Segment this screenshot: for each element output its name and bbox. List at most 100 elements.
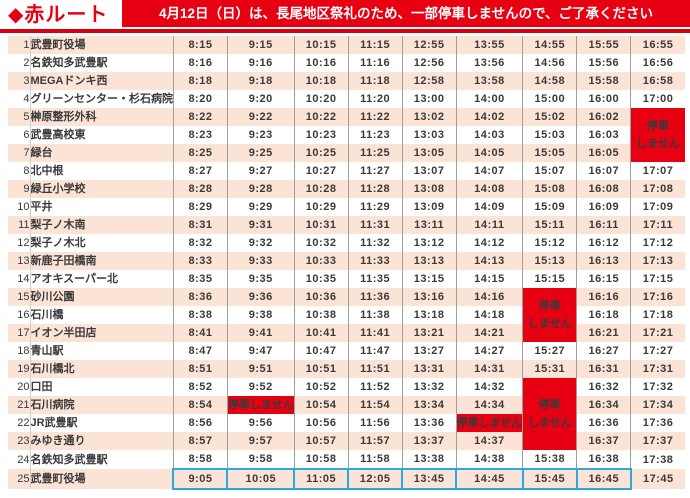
time-cell: 10:54: [293, 396, 349, 414]
time-cell: 12:05: [347, 468, 404, 490]
stop-name: 緑丘小学校: [29, 180, 174, 198]
table-row: 5 榊原整形外科 8:22 9:22 10:22 11:22 13:02 14:02 15:02…: [8, 108, 685, 162]
stop-number: 12: [8, 234, 30, 252]
time-cell: 13:34: [401, 396, 457, 414]
time-cell: 17:21: [630, 324, 685, 342]
time-cell: 13:27: [401, 342, 457, 360]
time-cell: 8:32: [172, 234, 228, 252]
festival-notice-banner: 4月12日（日）は、長尾地区祭礼のため、一部停車しませんので、ご了承ください: [122, 0, 690, 27]
stop-number: 17: [8, 324, 30, 342]
time-cell: 17:15: [630, 270, 685, 288]
table-row: 1 武豊町役場 8:15 9:15 10:15 11:15 12:55 13:55 14:55 1…: [8, 36, 685, 54]
time-cell: 10:52: [293, 378, 349, 396]
time-cell: 11:57: [347, 432, 403, 450]
time-cell: 17:32: [630, 378, 685, 396]
time-cell: 10:29: [293, 198, 349, 216]
time-cell: 16:18: [576, 306, 631, 324]
table-row: 14 アオキスーパー北 8:35 9:35 10:35 11:35 13:15 14:15 15…: [8, 270, 685, 288]
stop-name: 青山駅: [29, 342, 174, 360]
stop-name: 新鹿子田橋南: [29, 252, 174, 270]
stop-name: グリーンセンター・杉石病院: [29, 90, 174, 108]
time-cell: 9:41: [226, 324, 295, 342]
time-cell: 11:20: [347, 90, 403, 108]
time-cell: 14:38: [455, 450, 523, 469]
time-cell: 11:36: [347, 288, 403, 306]
time-cell: 11:58: [347, 450, 403, 469]
time-cell: 13:31: [401, 360, 457, 378]
time-cell: 16:02: [576, 108, 631, 126]
no-stop-cell: 停車しません: [226, 396, 295, 414]
time-cell: 16:55: [630, 36, 685, 54]
stop-name: 武豊高校東: [29, 126, 174, 144]
table-row: 17 イオン半田店 8:41 9:41 10:41 11:41 13:21 14:21 16:2…: [8, 324, 685, 342]
time-cell: 14:56: [522, 54, 577, 72]
time-cell: 13:09: [401, 198, 457, 216]
stop-name: みゆき通り: [29, 432, 174, 450]
time-cell: 9:27: [226, 162, 295, 180]
time-cell: 8:31: [172, 216, 228, 234]
time-cell: 9:20: [226, 90, 295, 108]
time-cell: 12:55: [401, 36, 457, 54]
time-cell: 8:47: [172, 342, 228, 360]
time-cell: 14:21: [455, 324, 523, 342]
stop-name: 榊原整形外科: [29, 108, 174, 126]
time-cell: 10:36: [293, 288, 349, 306]
stop-number: 6: [8, 126, 30, 144]
time-cell: 10:47: [293, 342, 349, 360]
time-cell: 14:18: [455, 306, 523, 324]
time-cell: 9:36: [226, 288, 295, 306]
time-cell: 9:05: [172, 468, 229, 490]
time-cell: 14:16: [455, 288, 523, 306]
time-cell: 11:52: [347, 378, 403, 396]
time-cell: 15:15: [522, 270, 577, 288]
stop-name: 武豊町役場: [29, 469, 174, 489]
time-cell: 8:20: [172, 90, 228, 108]
stop-number: 14: [8, 270, 30, 288]
time-cell: 8:51: [172, 360, 228, 378]
table-row: 15 砂川公園 8:36 9:36 10:36 11:36 13:16 14:16 停車 しません…: [8, 288, 685, 342]
time-cell: 14:08: [455, 180, 523, 198]
stop-number: 7: [8, 144, 30, 162]
time-cell: 10:27: [293, 162, 349, 180]
time-cell: 14:37: [455, 432, 523, 450]
time-cell: 15:12: [522, 234, 577, 252]
table-row: 6 武豊高校東 8:23 9:23 10:23 11:23 13:03 14:03 15:03 1…: [8, 126, 685, 144]
stop-number: 25: [8, 469, 30, 489]
time-cell: 17:16: [630, 288, 685, 306]
time-cell: 8:23: [172, 126, 228, 144]
time-cell: 9:51: [226, 360, 295, 378]
stop-name: 武豊町役場: [29, 36, 174, 54]
time-cell: 16:08: [576, 180, 631, 198]
time-cell: 8:38: [172, 306, 228, 324]
time-cell: 15:38: [522, 450, 577, 469]
time-cell: 14:12: [455, 234, 523, 252]
table-row: 13 新鹿子田橋南 8:33 9:33 10:33 11:33 13:13 14:13 15:1…: [8, 252, 685, 270]
table-row: 25 武豊町役場 9:05 10:05 11:05 12:05 13:45 14:45 15:4…: [8, 468, 685, 490]
stop-number: 19: [8, 360, 30, 378]
no-stop-block: 停車 しません: [522, 288, 577, 342]
page-header: ◆赤ルート 4月12日（日）は、長尾地区祭礼のため、一部停車しませんので、ご了承…: [0, 0, 690, 33]
time-cell: 14:13: [455, 252, 523, 270]
no-stop-block: 停車 しません: [630, 108, 685, 162]
time-cell: 8:57: [172, 432, 228, 450]
time-cell: 16:45: [575, 468, 632, 490]
time-cell: 16:37: [576, 432, 631, 450]
time-cell: 9:52: [226, 378, 295, 396]
stop-number: 4: [8, 90, 30, 108]
time-cell: 16:27: [576, 342, 631, 360]
table-row: 20 口田 8:52 9:52 10:52 11:52 13:32 14:32 停車 しません 16…: [8, 378, 685, 450]
time-cell: 14:00: [455, 90, 523, 108]
time-cell: 13:02: [401, 108, 457, 126]
time-cell: 16:31: [576, 360, 631, 378]
time-cell: 12:56: [401, 54, 457, 72]
table-row: 11 梨子ノ木南 8:31 9:31 10:31 11:31 13:11 14:11 15:11…: [8, 216, 685, 234]
time-cell: 14:27: [455, 342, 523, 360]
time-cell: 11:05: [293, 468, 350, 490]
time-cell: 9:56: [226, 414, 295, 432]
time-cell: 9:38: [226, 306, 295, 324]
time-cell: 16:03: [576, 126, 631, 144]
time-cell: 11:41: [347, 324, 403, 342]
time-cell: 16:12: [576, 234, 631, 252]
time-cell: 17:18: [630, 306, 685, 324]
time-cell: 11:16: [347, 54, 403, 72]
